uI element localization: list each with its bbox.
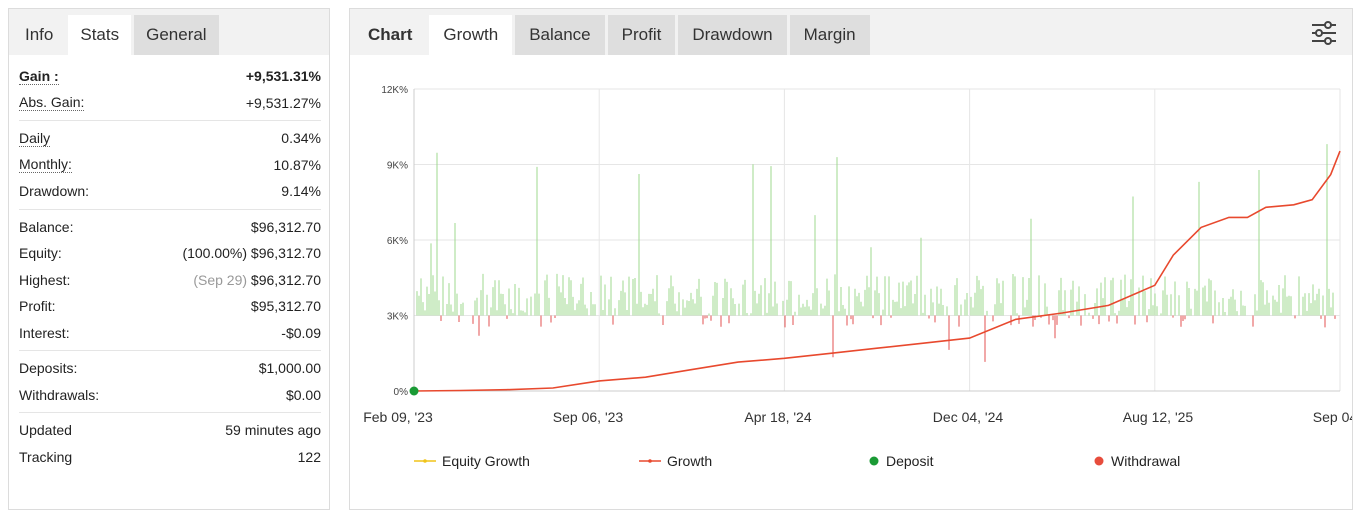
withdrawal-dot-icon [1094, 456, 1104, 466]
legend-equity-growth[interactable]: Equity Growth [414, 453, 530, 469]
tab-info[interactable]: Info [13, 15, 66, 55]
growth-line-icon [639, 459, 661, 463]
balance-label: Balance: [19, 218, 74, 235]
tab-growth[interactable]: Growth [429, 15, 513, 55]
updated-value: 59 minutes ago [225, 422, 321, 439]
y-tick-label: 12K% [381, 85, 408, 96]
deposit-dot-icon [869, 456, 879, 466]
legend-label: Deposit [886, 453, 934, 469]
x-tick-label: Sep 04, '26 [1313, 409, 1352, 425]
legend-label: Growth [667, 453, 713, 469]
withdrawals-value: $0.00 [285, 386, 321, 403]
equity-percent: (100.00%) [182, 245, 248, 262]
abs-gain-label[interactable]: Abs. Gain: [19, 94, 85, 112]
legend-label: Equity Growth [442, 453, 530, 469]
legend-growth[interactable]: Growth [639, 453, 712, 469]
tracking-label: Tracking [19, 448, 73, 465]
x-tick-label: Aug 12, '25 [1123, 409, 1194, 425]
legend-withdrawal[interactable]: Withdrawal [1093, 453, 1180, 469]
equity-label: Equity: [19, 245, 62, 262]
chart-legend: Equity Growth Growth Deposit Withdrawal [350, 453, 1352, 473]
gain-value: +9,531.31% [245, 68, 321, 85]
monthly-value: 10.87% [273, 156, 321, 173]
profit-bars [416, 144, 1336, 362]
highest-value: $96,312.70 [250, 271, 321, 288]
profit-value: $95,312.70 [250, 298, 321, 315]
equity-line-icon [414, 459, 436, 463]
stats-list: Gain : +9,531.31% Abs. Gain: +9,531.27% … [9, 63, 329, 470]
highest-date: (Sep 29) [193, 271, 248, 288]
drawdown-label: Drawdown: [19, 183, 90, 200]
growth-line [413, 150, 1341, 392]
interest-label: Interest: [19, 324, 70, 341]
equity-value-group: (100.00%) $96,312.70 [182, 245, 321, 261]
y-tick-label: 9K% [387, 161, 408, 172]
x-tick-label: Dec 04, '24 [933, 409, 1004, 425]
daily-value: 0.34% [281, 130, 321, 147]
tab-stats[interactable]: Stats [68, 15, 132, 55]
legend-deposit[interactable]: Deposit [868, 453, 933, 469]
tab-drawdown[interactable]: Drawdown [678, 15, 787, 55]
sliders-icon[interactable] [1310, 19, 1338, 47]
equity-value: $96,312.70 [250, 245, 321, 262]
tab-general[interactable]: General [134, 15, 219, 55]
y-tick-label: 0% [394, 387, 409, 398]
chart-grid [413, 88, 1341, 392]
x-tick-label: Sep 06, '23 [553, 409, 624, 425]
withdrawals-label: Withdrawals: [19, 386, 100, 403]
y-tick-label: 3K% [387, 312, 408, 323]
tab-profit[interactable]: Profit [607, 15, 676, 55]
y-tick-label: 6K% [387, 236, 408, 247]
updated-label: Updated [19, 422, 72, 439]
deposits-value: $1,000.00 [258, 360, 321, 377]
tab-balance[interactable]: Balance [515, 15, 605, 55]
profit-label: Profit: [19, 298, 56, 315]
tab-chart[interactable]: Chart [354, 15, 427, 55]
y-axis: 0% 3K% 6K% 9K% 12K% [381, 85, 408, 398]
growth-chart: 0% 3K% 6K% 9K% 12K% Feb 09, '23 Sep 06, '23 Ap… [350, 55, 1363, 509]
highest-value-group: (Sep 29) $96,312.70 [193, 272, 321, 288]
deposits-label: Deposits: [19, 360, 78, 377]
gain-label[interactable]: Gain : [19, 67, 59, 85]
stats-panel: Info Stats General Gain : +9,531.31% Abs… [8, 8, 330, 510]
highest-label: Highest: [19, 271, 71, 288]
chart-panel: Chart Growth Balance Profit Drawdown Mar… [349, 8, 1363, 510]
balance-value: $96,312.70 [250, 218, 321, 235]
daily-label[interactable]: Daily [19, 129, 51, 147]
divider [19, 208, 321, 210]
tab-margin[interactable]: Margin [789, 15, 870, 55]
chart-tab-bar: Chart Growth Balance Profit Drawdown Mar… [350, 9, 1352, 55]
monthly-label[interactable]: Monthly: [19, 156, 72, 174]
x-tick-label: Feb 09, '23 [363, 409, 433, 425]
x-tick-label: Apr 18, '24 [744, 409, 811, 425]
interest-value: -$0.09 [281, 324, 321, 341]
divider [19, 412, 321, 413]
deposit-marker[interactable] [409, 386, 419, 396]
left-tab-bar: Info Stats General [9, 9, 329, 55]
divider [19, 120, 321, 121]
x-axis: Feb 09, '23 Sep 06, '23 Apr 18, '24 Dec 04,… [363, 409, 1363, 425]
divider [19, 350, 321, 351]
abs-gain-value: +9,531.27% [245, 94, 321, 111]
drawdown-value: 9.14% [281, 183, 321, 200]
legend-label: Withdrawal [1111, 453, 1181, 469]
growth-chart-svg: 0% 3K% 6K% 9K% 12K% Feb 09, '23 Sep 06, '23 Ap… [363, 85, 1363, 425]
tracking-value: 122 [297, 448, 321, 465]
